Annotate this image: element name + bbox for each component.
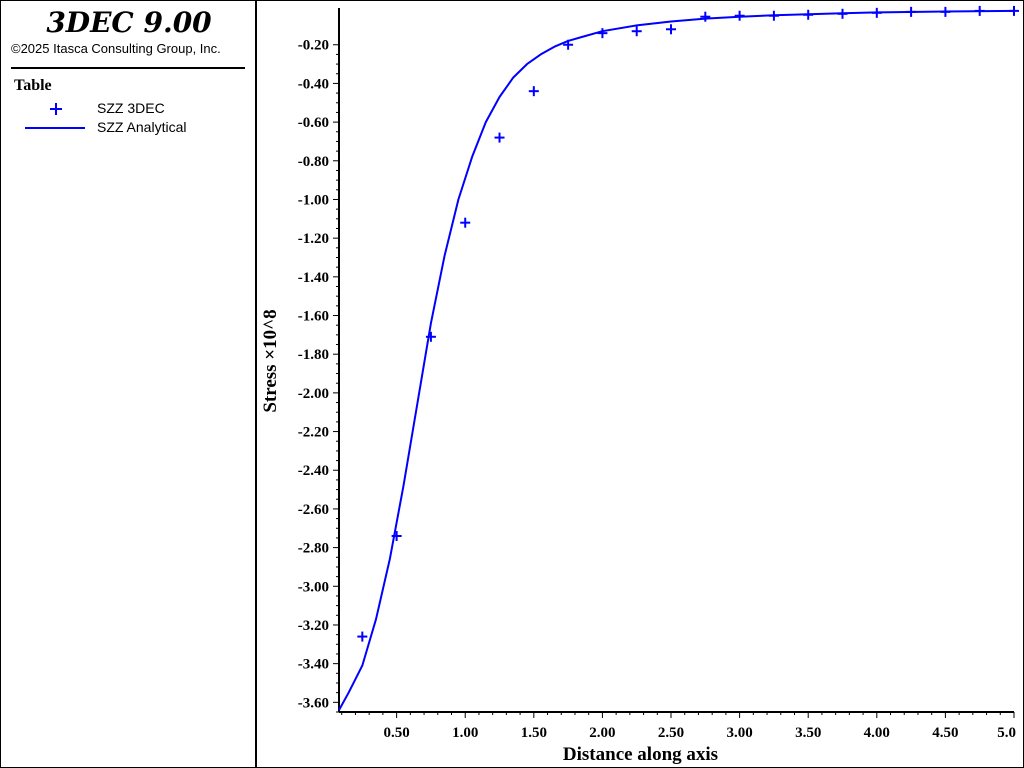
y-tick-label: -3.00 bbox=[298, 579, 329, 595]
y-tick-label: -0.40 bbox=[298, 76, 329, 92]
y-tick-label: -1.00 bbox=[298, 192, 329, 208]
legend-item-szz-3dec: SZZ 3DEC bbox=[23, 99, 243, 119]
series bbox=[338, 5, 1019, 711]
x-tick-label: 4.00 bbox=[864, 725, 890, 741]
y-tick-label: -1.20 bbox=[298, 231, 329, 247]
data-point-szz-3dec bbox=[357, 631, 368, 642]
x-tick-label: 1.00 bbox=[452, 725, 478, 741]
x-tick-label: 2.00 bbox=[589, 725, 615, 741]
plot-area: -0.20 -0.40 -0.60 -0.80 -1.00 -1.20 -1.40 -1.60… bbox=[260, 5, 1019, 765]
y-tick-label: -3.20 bbox=[298, 618, 329, 634]
y-tick-label: -0.80 bbox=[298, 154, 329, 170]
legend-item-szz-analytical: SZZ Analytical bbox=[23, 118, 243, 138]
legend-panel: 3DEC 9.00 ©2025 Itasca Consulting Group,… bbox=[1, 1, 257, 767]
tick-labels: -0.20 -0.40 -0.60 -0.80 -1.00 -1.20 -1.40 -1.60… bbox=[298, 38, 1016, 741]
x-axis-label: Distance along axis bbox=[563, 744, 718, 765]
legend-label-szz-3dec: SZZ 3DEC bbox=[97, 100, 165, 116]
data-point-szz-3dec bbox=[631, 26, 642, 37]
copyright-text: ©2025 Itasca Consulting Group, Inc. bbox=[11, 41, 221, 56]
x-tick-label: 2.50 bbox=[658, 725, 684, 741]
x-tick-label: 3.00 bbox=[726, 725, 752, 741]
y-axis-label: Stress ×10^8 bbox=[260, 309, 281, 412]
y-tick-label: -1.60 bbox=[298, 309, 329, 325]
data-point-szz-3dec bbox=[528, 86, 539, 97]
y-tick-label: -3.40 bbox=[298, 657, 329, 673]
legend-label-szz-analytical: SZZ Analytical bbox=[97, 119, 187, 135]
x-tick-label: 5.0 bbox=[997, 725, 1016, 741]
y-tick-label: -1.80 bbox=[298, 347, 329, 363]
y-tick-label: -2.20 bbox=[298, 425, 329, 441]
y-tick-label: -0.60 bbox=[298, 115, 329, 131]
panel-divider bbox=[11, 67, 245, 69]
legend-title: Table bbox=[14, 77, 52, 94]
line-marker-icon bbox=[25, 127, 85, 129]
series-line-szz-analytical bbox=[338, 9, 1015, 711]
y-tick-label: -2.60 bbox=[298, 502, 329, 518]
x-tick-label: 1.50 bbox=[521, 725, 547, 741]
data-point-szz-3dec bbox=[666, 24, 677, 35]
data-point-szz-3dec bbox=[700, 11, 711, 22]
axes bbox=[333, 8, 1015, 718]
data-point-szz-3dec bbox=[494, 132, 505, 143]
data-point-szz-3dec bbox=[425, 331, 436, 342]
y-tick-label: -2.40 bbox=[298, 463, 329, 479]
y-tick-label: -0.20 bbox=[298, 38, 329, 54]
x-tick-label: 3.50 bbox=[795, 725, 821, 741]
y-tick-label: -2.80 bbox=[298, 541, 329, 557]
plus-marker-icon bbox=[50, 103, 62, 115]
x-tick-label: 4.50 bbox=[932, 725, 958, 741]
y-tick-label: -2.00 bbox=[298, 386, 329, 402]
app-title: 3DEC 9.00 bbox=[46, 6, 212, 39]
data-point-szz-3dec bbox=[460, 217, 471, 228]
x-tick-label: 0.50 bbox=[383, 725, 409, 741]
y-tick-label: -1.40 bbox=[298, 270, 329, 286]
y-tick-label: -3.60 bbox=[298, 695, 329, 711]
